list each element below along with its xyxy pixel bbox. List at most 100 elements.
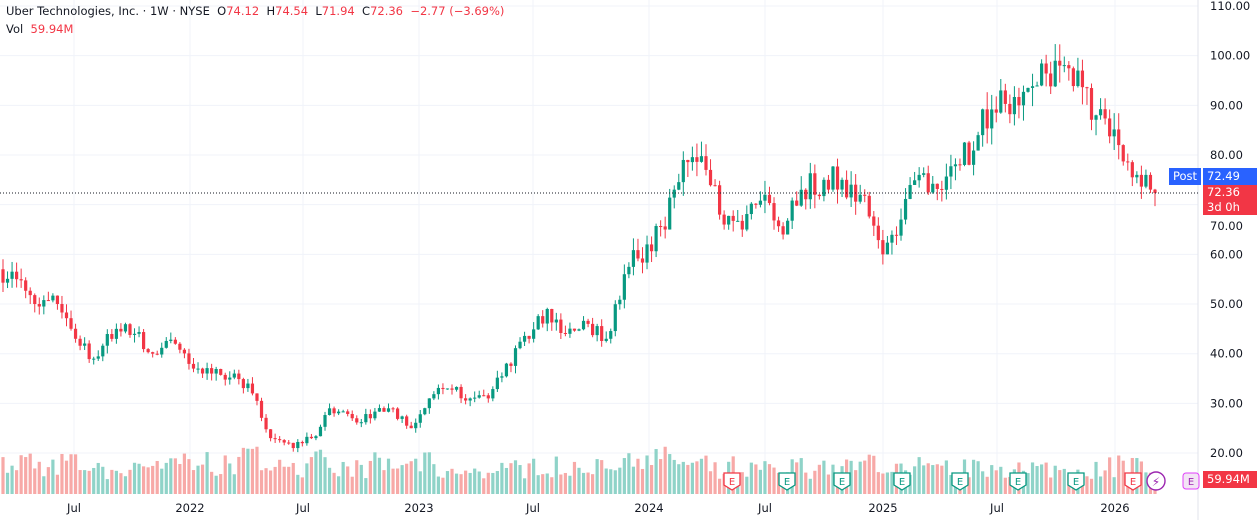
volume-bar (935, 464, 939, 494)
volume-bar (364, 478, 368, 494)
volume-bar (640, 468, 645, 494)
candle-body (309, 436, 314, 439)
volume-bar (373, 452, 377, 494)
candle-body (83, 343, 87, 346)
candle-body (178, 343, 182, 350)
candle-body (64, 312, 69, 319)
volume-bar (486, 472, 490, 494)
candle-body (155, 353, 159, 355)
volume-bar (427, 452, 431, 494)
earnings-icon (1124, 472, 1142, 491)
volume-bar (672, 459, 676, 494)
candle-body (745, 214, 749, 230)
candle-body (559, 319, 563, 333)
volume-bar (346, 466, 350, 494)
candle-body (110, 334, 114, 339)
candle-body (563, 332, 567, 334)
volume-bar (541, 474, 545, 494)
volume-bar (5, 472, 10, 494)
candle-body (432, 394, 436, 399)
candle-body (427, 398, 431, 409)
volume-bar (636, 458, 640, 494)
candle-body (24, 280, 28, 291)
volume-bar (600, 460, 604, 494)
volume-bar (105, 479, 109, 494)
volume-bar (749, 462, 753, 494)
candle-body (160, 347, 164, 355)
open-value: 74.12 (226, 4, 260, 18)
volume-bar (500, 462, 504, 494)
volume-bar (604, 468, 608, 494)
close-value: 72.36 (370, 4, 404, 18)
candle-body (228, 377, 232, 380)
volume-bar (913, 466, 917, 494)
symbol-title[interactable]: Uber Technologies, Inc. · 1W · NYSE (6, 4, 210, 18)
high-label: H (266, 4, 276, 18)
volume-bar (763, 461, 767, 494)
candle-body (287, 442, 291, 444)
volume-bar (323, 457, 327, 494)
candle-body (858, 194, 862, 202)
candle-body (246, 383, 250, 389)
volume-bar (205, 452, 209, 494)
x-tick-label: 2022 (175, 501, 204, 515)
candle-body (740, 220, 744, 230)
volume-bar (917, 457, 921, 494)
volume-bar (1053, 465, 1057, 494)
candle-body (182, 349, 187, 354)
candle-body (69, 318, 73, 329)
y-tick-label: 50.00 (1210, 297, 1243, 311)
candle-body (187, 353, 191, 364)
volume-bar (758, 469, 763, 494)
volume-bar (618, 467, 622, 494)
volume-bar (337, 476, 341, 494)
candle-body (46, 300, 50, 302)
volume-bar (173, 458, 177, 494)
candle-body (926, 173, 930, 193)
volume-bar (990, 465, 994, 494)
earnings-label: E (1130, 477, 1136, 488)
candle-body (545, 308, 549, 324)
candle-body (1021, 91, 1026, 106)
candle-body (1153, 189, 1157, 193)
volume-bar (51, 459, 55, 494)
volume-bar (563, 472, 567, 494)
volume-bar (949, 474, 953, 494)
candle-body (654, 226, 658, 252)
candle-body (613, 304, 617, 332)
candle-body (1112, 129, 1116, 137)
volume-bar (1, 457, 5, 494)
candle-body (500, 376, 504, 378)
candle-body (826, 179, 831, 190)
candle-body (60, 304, 64, 313)
y-tick-label: 40.00 (1210, 347, 1243, 361)
post-price-tag: 72.49 (1203, 168, 1257, 185)
candle-body (677, 182, 681, 190)
volume-bar (772, 467, 776, 494)
x-tick-label: 2023 (404, 501, 433, 515)
candle-body (636, 250, 640, 259)
candle-body (1121, 145, 1125, 162)
volume-bar (799, 458, 803, 494)
candle-body (967, 142, 971, 165)
candle-body (491, 389, 495, 399)
volume-bar (164, 462, 168, 494)
candle-body (300, 441, 304, 444)
candle-body (1044, 63, 1048, 74)
candle-body (250, 383, 255, 394)
candle-body (477, 395, 481, 398)
volume-bar (985, 476, 989, 494)
candle-body (572, 328, 577, 331)
candle-body (205, 368, 209, 374)
volume-bar (350, 476, 354, 494)
candle-body (1, 269, 5, 283)
candle-body (305, 436, 309, 444)
candle-body (704, 156, 708, 170)
volume-bar (1030, 462, 1035, 494)
volume-bar (382, 470, 386, 494)
candle-body (1053, 60, 1057, 87)
volume-bar (160, 468, 164, 494)
volume-bar (15, 470, 19, 494)
